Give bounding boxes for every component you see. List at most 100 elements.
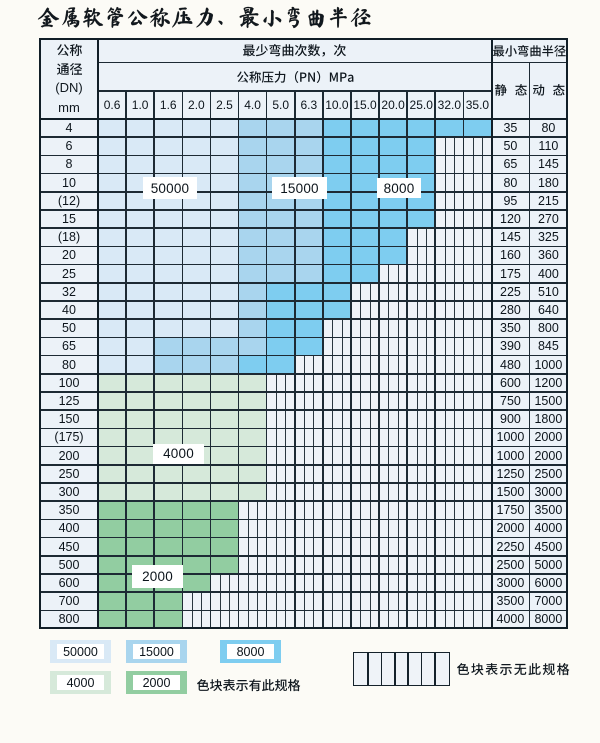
cell-no-spec [322, 537, 351, 556]
cell-spec [126, 355, 155, 374]
legend-striped-line [380, 652, 383, 685]
cell-no-spec [407, 300, 436, 320]
grid-line-h [40, 354, 568, 357]
dn-value: 100 [58, 375, 80, 390]
cell-spec [182, 410, 211, 429]
cell-no-spec [379, 537, 408, 556]
cell-no-spec [379, 573, 408, 593]
cell-no-spec [379, 300, 408, 320]
cell-spec [238, 119, 267, 138]
cell-no-spec [350, 446, 380, 465]
grid-line-h [40, 372, 568, 375]
cell-spec [266, 228, 295, 247]
legend-no-spec-swatch [353, 651, 450, 686]
dn-value: (175) [54, 430, 84, 445]
static-value: 1500 [496, 485, 525, 500]
cell-spec [294, 137, 323, 156]
dynamic-value: 4500 [534, 539, 563, 554]
cell-spec [379, 209, 408, 229]
cell-no-spec [463, 300, 492, 320]
cell-no-spec [435, 191, 464, 210]
cell-spec [294, 228, 323, 247]
cell-no-spec [435, 209, 464, 229]
cell-spec [98, 373, 127, 392]
cell-no-spec [435, 282, 464, 301]
cell-spec [182, 282, 211, 301]
cell-spec [126, 482, 155, 502]
cell-spec [322, 246, 351, 265]
cell-no-spec [463, 446, 492, 465]
static-value: 390 [500, 339, 521, 354]
cell-spec [266, 137, 295, 156]
cell-spec [322, 191, 351, 210]
cell-spec [322, 209, 351, 229]
dn-header-line2: 通径 [56, 62, 82, 75]
cell-no-spec [435, 592, 464, 611]
legend-swatch-50000: 50000 [50, 640, 111, 663]
cell-spec [154, 300, 183, 320]
pn-col-header: 2.5 [216, 98, 233, 112]
cell-spec [210, 355, 239, 374]
cell-spec [182, 391, 211, 411]
cell-spec [294, 300, 323, 320]
legend-swatch-label: 8000 [227, 644, 274, 659]
cell-no-spec [379, 482, 408, 502]
cell-no-spec [407, 410, 436, 429]
cell-no-spec [266, 482, 295, 502]
legend-swatch-8000: 8000 [220, 640, 281, 663]
cell-no-spec [294, 355, 323, 374]
cell-no-spec [435, 573, 464, 593]
cell-spec [210, 319, 239, 338]
cell-no-spec [350, 428, 380, 447]
cell-no-spec [322, 337, 351, 356]
cell-no-spec [266, 610, 295, 629]
cell-no-spec [322, 464, 351, 483]
cell-spec [210, 282, 239, 301]
pn-col-header: 15.0 [353, 98, 377, 112]
cell-no-spec [182, 592, 211, 611]
cell-no-spec [407, 264, 436, 283]
cell-no-spec [435, 300, 464, 320]
cell-spec [210, 410, 239, 429]
cell-spec [126, 592, 155, 611]
cell-no-spec [463, 501, 492, 520]
cell-no-spec [266, 464, 295, 483]
cell-spec [182, 501, 211, 520]
dynamic-value: 270 [537, 212, 559, 227]
cell-spec [98, 537, 127, 556]
cell-spec [98, 319, 127, 338]
dn-value: 125 [58, 394, 80, 409]
cell-no-spec [463, 155, 492, 174]
cell-spec [322, 264, 351, 283]
grid-line-h [40, 227, 568, 229]
cell-spec [210, 428, 239, 447]
static-value: 750 [500, 394, 521, 409]
cell-no-spec [463, 228, 492, 247]
cell-no-spec [294, 482, 323, 502]
cell-no-spec [407, 519, 436, 538]
static-value: 145 [500, 230, 521, 245]
cell-no-spec [322, 410, 351, 429]
cell-no-spec [435, 246, 464, 265]
dn-value: 25 [62, 266, 76, 281]
cell-no-spec [463, 137, 492, 156]
zone-label: 50000 [143, 177, 197, 199]
cell-spec [182, 555, 211, 574]
cell-no-spec [463, 337, 492, 356]
zone-label: 4000 [153, 443, 204, 464]
cell-spec [238, 428, 267, 447]
dn-value: 200 [58, 448, 80, 463]
cell-no-spec [463, 537, 492, 556]
cell-spec [379, 246, 408, 265]
cell-no-spec [350, 355, 380, 374]
cell-spec [126, 610, 155, 629]
cell-spec [350, 155, 380, 174]
cell-spec [294, 155, 323, 174]
dynamic-value: 3500 [534, 503, 563, 518]
legend-swatch-2000: 2000 [126, 671, 187, 694]
cell-spec [126, 137, 155, 156]
cell-no-spec [463, 246, 492, 265]
static-value: 350 [500, 321, 521, 336]
dynamic-value: 510 [537, 284, 559, 299]
cell-no-spec [435, 373, 464, 392]
